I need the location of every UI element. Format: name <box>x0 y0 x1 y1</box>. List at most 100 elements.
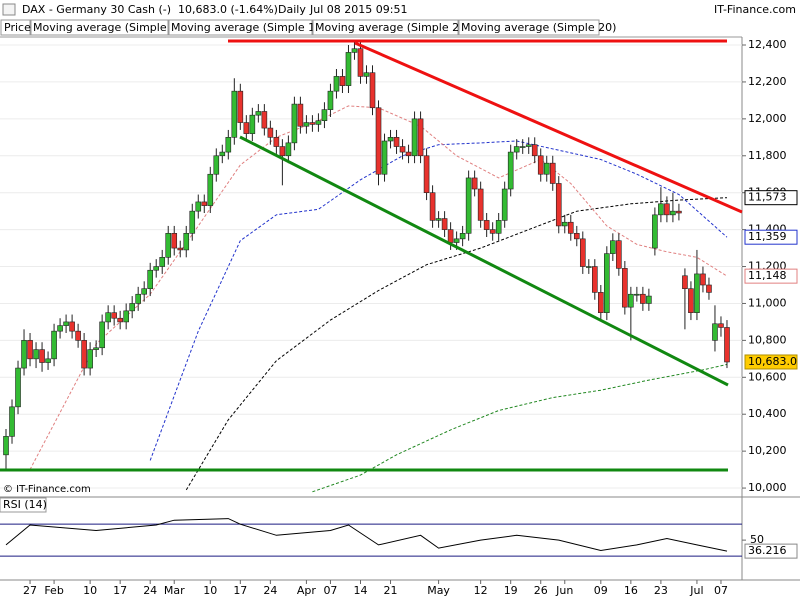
value-label: 11,359 <box>748 230 787 243</box>
candle-body <box>519 146 526 148</box>
candle-body <box>279 146 286 157</box>
candle-body <box>357 48 364 77</box>
candle-body <box>75 330 81 341</box>
candle-body <box>543 162 550 175</box>
candle-body <box>592 266 598 293</box>
candle-body <box>177 247 184 251</box>
candle-body <box>628 293 634 308</box>
candle-body <box>447 229 454 243</box>
y-tick-label: 10,600 <box>748 370 787 383</box>
x-tick-label: 16 <box>624 584 638 597</box>
period: Daily <box>278 3 306 16</box>
candle-body <box>555 183 562 227</box>
instrument: DAX - Germany 30 Cash (-) <box>22 3 171 16</box>
moving-average-line <box>29 105 728 470</box>
rsi-line <box>5 518 728 552</box>
y-tick-label: 11,800 <box>748 149 787 162</box>
candle-body <box>57 325 63 332</box>
candle-body <box>21 340 27 369</box>
candle-body <box>333 76 340 92</box>
x-tick-label: 26 <box>534 584 548 597</box>
candle-body <box>123 310 129 323</box>
candle-body <box>339 76 346 86</box>
candle-body <box>9 406 15 437</box>
candle-body <box>135 293 141 304</box>
candle-body <box>33 349 39 360</box>
candle-body <box>27 340 33 360</box>
candle-body <box>634 293 640 296</box>
x-tick-label: May <box>427 584 450 597</box>
menu-icon[interactable] <box>2 3 16 16</box>
candle-body <box>111 312 117 319</box>
candle-body <box>459 233 466 240</box>
candle-body <box>549 162 556 184</box>
candle-body <box>718 323 724 328</box>
legend-price: Price <box>4 21 31 34</box>
candle-body <box>706 284 712 293</box>
candle-body <box>652 214 658 249</box>
rsi-title-box[interactable] <box>0 497 47 513</box>
candle-body <box>321 109 328 122</box>
value-label: 10,683.0 <box>748 355 797 368</box>
legend-box[interactable] <box>312 19 459 36</box>
x-tick-label: Mar <box>164 584 185 597</box>
rsi-y-tick-label: 50 <box>750 533 764 546</box>
candle-body <box>39 349 45 363</box>
candle-body <box>531 144 538 157</box>
candle-body <box>640 293 646 304</box>
candle-body <box>351 48 358 53</box>
candle-body <box>141 288 147 295</box>
legend-box[interactable] <box>0 19 31 36</box>
candle-body <box>153 266 160 271</box>
candle-body <box>195 201 202 212</box>
candle-body <box>405 151 412 157</box>
candle-body <box>201 201 208 206</box>
candle-body <box>579 238 586 267</box>
candle-body <box>483 220 490 230</box>
candle-body <box>513 146 520 153</box>
candle-body <box>165 233 172 258</box>
candle-body <box>477 188 484 221</box>
candle-body <box>291 103 298 144</box>
candle-body <box>273 137 280 147</box>
x-tick-label: 09 <box>594 584 608 597</box>
y-tick-label: 12,200 <box>748 75 787 88</box>
moving-average-line <box>312 363 728 493</box>
x-tick-label: 23 <box>654 584 668 597</box>
legend-box[interactable] <box>168 19 313 36</box>
support-trend-line <box>239 135 729 387</box>
candle-body <box>105 312 111 323</box>
candle-body <box>682 275 688 289</box>
quote: 10,683.0 (-1.64%) <box>178 3 278 16</box>
candle-body <box>261 111 268 129</box>
x-tick-label: 21 <box>384 584 398 597</box>
candle-body <box>411 118 418 157</box>
x-tick-label: 07 <box>714 584 728 597</box>
candle-body <box>249 114 256 134</box>
candle-body <box>327 90 334 110</box>
value-label-box <box>744 190 798 206</box>
x-tick-label: 27 <box>23 584 37 597</box>
candle-body <box>207 173 214 206</box>
candle-body <box>658 203 664 216</box>
candle-body <box>688 288 694 313</box>
legend-box[interactable] <box>30 19 169 36</box>
candle-body <box>147 269 154 289</box>
candle-body <box>417 118 424 157</box>
value-label-box <box>744 268 798 284</box>
y-tick-label: 10,000 <box>748 481 787 494</box>
candle-body <box>567 221 574 234</box>
candle-body <box>183 233 190 251</box>
moving-average-line <box>185 197 728 491</box>
legend-box[interactable] <box>458 19 600 36</box>
x-tick-label: Apr <box>297 584 317 597</box>
candle-body <box>303 122 310 127</box>
candle-body <box>399 146 406 153</box>
value-label: 11,148 <box>748 269 787 282</box>
x-tick-label: 12 <box>474 584 488 597</box>
candle-body <box>664 203 670 216</box>
candle-body <box>117 317 123 323</box>
candle-body <box>93 347 99 350</box>
candle-body <box>171 233 178 249</box>
